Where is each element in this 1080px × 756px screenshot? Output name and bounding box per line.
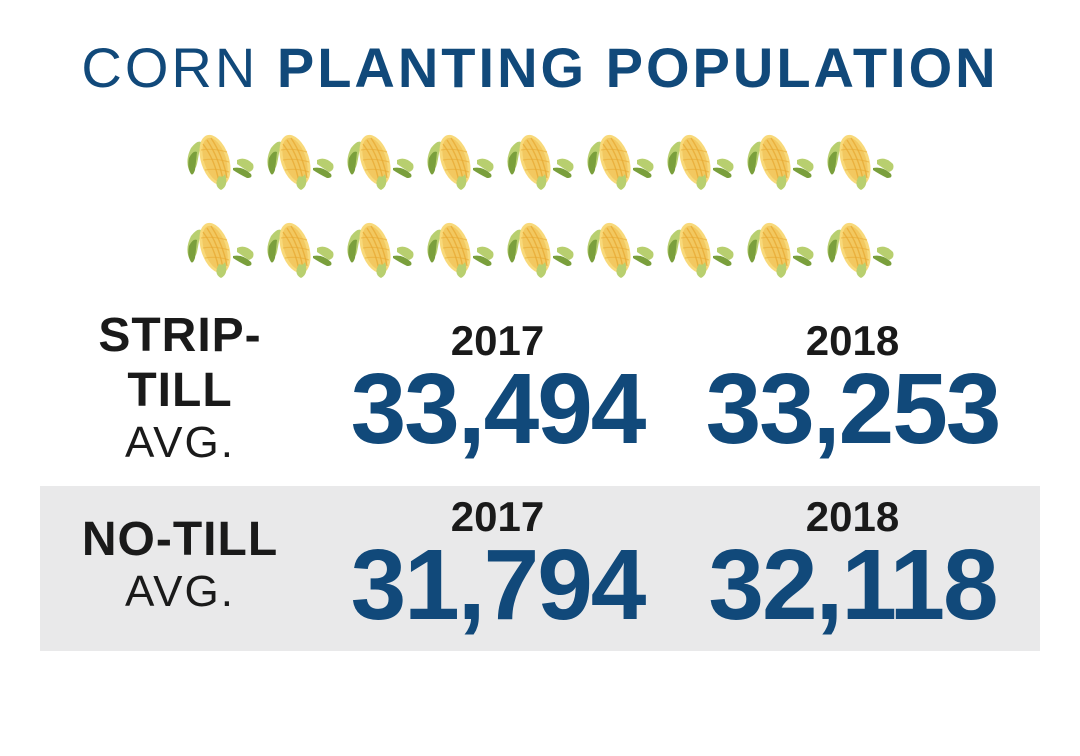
corn-row <box>183 208 897 288</box>
year-block: 201833,253 <box>675 320 1030 457</box>
year-value: 33,253 <box>675 362 1030 457</box>
year-block: 201832,118 <box>675 496 1030 633</box>
data-row: NO-TILLAVG.201731,794201832,118 <box>40 486 1040 651</box>
corn-icon <box>343 120 417 200</box>
year-value: 32,118 <box>675 538 1030 633</box>
corn-icon <box>343 208 417 288</box>
corn-icon <box>503 120 577 200</box>
corn-illustration-grid <box>40 120 1040 288</box>
corn-icon <box>823 120 897 200</box>
corn-icon <box>423 208 497 288</box>
corn-icon <box>503 208 577 288</box>
row-label: NO-TILLAVG. <box>50 512 320 617</box>
row-label-sub: AVG. <box>50 418 310 468</box>
corn-icon <box>743 120 817 200</box>
corn-icon <box>183 208 257 288</box>
corn-icon <box>583 208 657 288</box>
infographic-container: CORN PLANTING POPULATION <box>0 0 1080 756</box>
corn-icon <box>743 208 817 288</box>
year-value: 31,794 <box>320 538 675 633</box>
row-label: STRIP-TILLAVG. <box>50 308 320 468</box>
title-light-part: CORN <box>81 36 276 99</box>
corn-icon <box>263 208 337 288</box>
title-bold-part: PLANTING POPULATION <box>277 36 999 99</box>
row-label-sub: AVG. <box>50 567 310 617</box>
corn-icon <box>183 120 257 200</box>
year-block: 201733,494 <box>320 320 675 457</box>
corn-icon <box>583 120 657 200</box>
page-title: CORN PLANTING POPULATION <box>40 35 1040 100</box>
corn-icon <box>663 120 737 200</box>
corn-icon <box>663 208 737 288</box>
corn-icon <box>263 120 337 200</box>
corn-icon <box>823 208 897 288</box>
year-value: 33,494 <box>320 362 675 457</box>
row-label-main: STRIP-TILL <box>50 308 310 418</box>
row-label-main: NO-TILL <box>50 512 310 567</box>
data-row: STRIP-TILLAVG.201733,494201833,253 <box>40 298 1040 486</box>
corn-icon <box>423 120 497 200</box>
data-table: STRIP-TILLAVG.201733,494201833,253NO-TIL… <box>40 298 1040 651</box>
corn-row <box>183 120 897 200</box>
year-block: 201731,794 <box>320 496 675 633</box>
